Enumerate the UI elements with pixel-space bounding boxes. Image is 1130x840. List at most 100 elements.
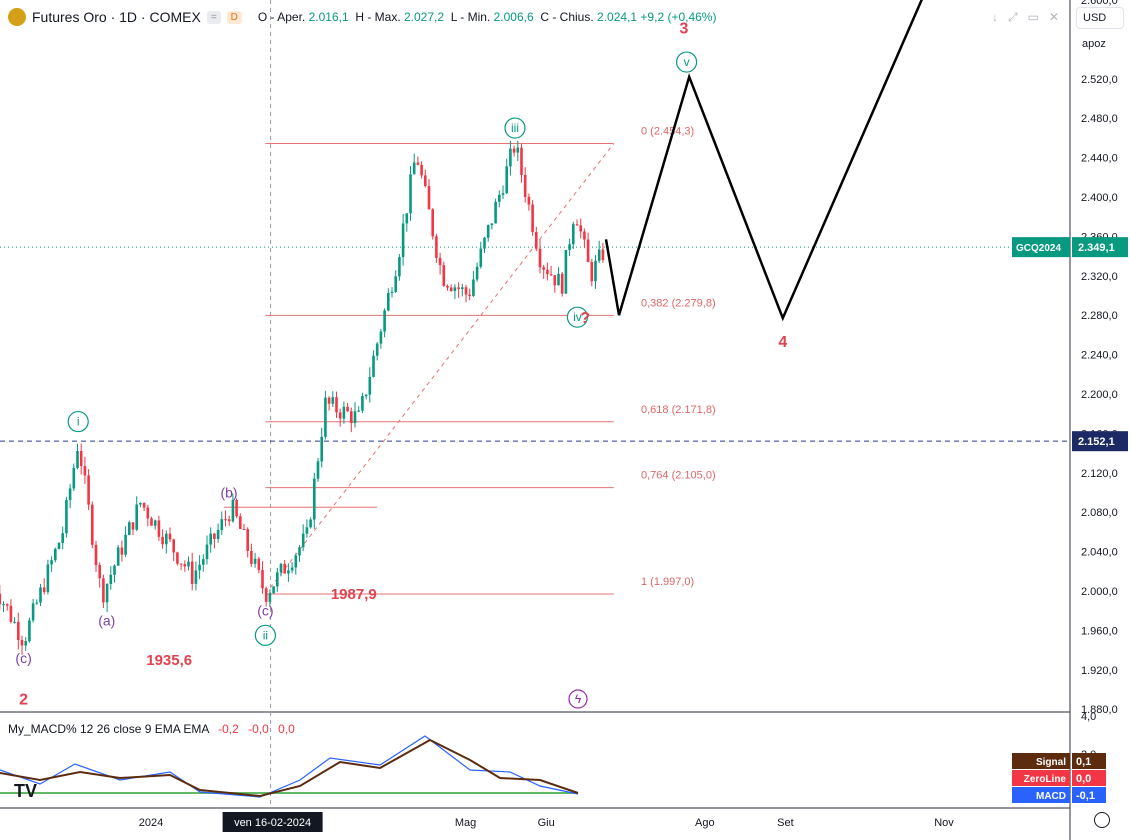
candle-body bbox=[579, 225, 582, 232]
candle-body bbox=[327, 397, 331, 404]
candle-body bbox=[235, 499, 238, 517]
fib-level-label: 0 (2.454,3) bbox=[641, 126, 694, 138]
macd-y-tick: 4,0 bbox=[1081, 711, 1096, 723]
candle-body bbox=[331, 397, 335, 404]
candle-body bbox=[431, 209, 434, 237]
candle-body bbox=[146, 507, 150, 519]
wave-label: iii bbox=[511, 121, 519, 135]
candle-body bbox=[594, 260, 597, 282]
candle-body bbox=[542, 267, 545, 270]
candle-body bbox=[353, 411, 357, 424]
candle-body bbox=[246, 529, 249, 551]
candle-body bbox=[35, 602, 39, 604]
candle-body bbox=[72, 467, 76, 489]
y-tick-label: 2.520,0 bbox=[1081, 74, 1118, 86]
high-value: 2.027,2 bbox=[404, 10, 445, 24]
scale-button[interactable]: apoz bbox=[1076, 33, 1124, 55]
crosshair-date-box bbox=[222, 812, 323, 832]
candle-body bbox=[516, 147, 520, 153]
candle-body bbox=[549, 274, 553, 276]
lightning-icon[interactable] bbox=[568, 689, 588, 709]
x-tick-label: Ago bbox=[695, 817, 715, 829]
x-tick-label: 2024 bbox=[139, 817, 163, 829]
high-label: H - Max. bbox=[355, 10, 401, 24]
currency-label: USD bbox=[1083, 12, 1107, 24]
arrow-down-icon[interactable]: ↓ bbox=[992, 10, 998, 24]
candle-body bbox=[390, 291, 394, 294]
candle-body bbox=[79, 451, 83, 467]
chart-header: Futures Oro · 1D · COMEX = D O - Aper. 2… bbox=[8, 8, 716, 26]
candle-body bbox=[512, 148, 516, 153]
candle-body bbox=[61, 533, 64, 543]
candle-body bbox=[505, 166, 508, 194]
candle-body bbox=[116, 547, 120, 566]
candle-body bbox=[350, 411, 353, 424]
x-tick-label: Nov bbox=[934, 817, 954, 829]
wave-label: i bbox=[77, 415, 80, 429]
candle-body bbox=[290, 567, 294, 571]
open-label: O - Aper. bbox=[257, 10, 306, 24]
candle-body bbox=[39, 587, 42, 603]
candle-body bbox=[316, 461, 320, 479]
candle-body bbox=[131, 522, 135, 530]
scale-label: apoz bbox=[1082, 38, 1106, 50]
level-price-box bbox=[1072, 431, 1128, 452]
candle-body bbox=[20, 639, 24, 646]
signal-line bbox=[0, 738, 579, 798]
candle-body bbox=[91, 504, 94, 545]
candle-body bbox=[483, 237, 486, 249]
crosshair-date-label: ven 16-02-2024 bbox=[234, 817, 311, 829]
candle-body bbox=[527, 196, 531, 205]
macd-legend-box bbox=[1012, 787, 1070, 803]
macd-line bbox=[0, 735, 579, 798]
candle-body bbox=[401, 223, 405, 258]
candle-body bbox=[268, 593, 272, 602]
candle-body bbox=[83, 466, 87, 476]
candle-body bbox=[553, 275, 557, 286]
candle-body bbox=[420, 164, 423, 176]
candle-body bbox=[13, 621, 16, 623]
settings-gear-icon[interactable] bbox=[1094, 812, 1110, 828]
candle-body bbox=[161, 536, 164, 545]
wave-label: 4 bbox=[778, 334, 787, 351]
candle-body bbox=[583, 231, 586, 240]
candle-body bbox=[346, 406, 349, 412]
fib-level-label: 0,382 (2.279,8) bbox=[641, 297, 716, 309]
macd-legend-box bbox=[1012, 770, 1070, 786]
candle-body bbox=[17, 621, 20, 640]
macd-value-3: 0,0 bbox=[278, 722, 295, 736]
candle-body bbox=[383, 310, 386, 332]
candle-body bbox=[372, 355, 375, 377]
candle-body bbox=[242, 528, 246, 530]
maximize-icon[interactable]: ⤢ bbox=[1008, 10, 1018, 24]
restore-icon[interactable]: ▭ bbox=[1027, 10, 1039, 24]
elliott-projection-path bbox=[604, 0, 923, 322]
wave-label: (a) bbox=[98, 613, 115, 629]
candle-body bbox=[298, 547, 301, 556]
symbol-title[interactable]: Futures Oro · 1D · COMEX bbox=[32, 9, 201, 25]
currency-button[interactable]: USD bbox=[1076, 7, 1124, 29]
wave-circle bbox=[675, 51, 698, 73]
close-value: 2.024,1 bbox=[597, 10, 638, 24]
candle-body bbox=[57, 542, 61, 549]
candle-body bbox=[9, 605, 13, 622]
candle-body bbox=[168, 533, 172, 540]
candle-body bbox=[172, 539, 175, 553]
candle-body bbox=[338, 412, 342, 419]
candle-body bbox=[364, 394, 368, 397]
candle-body bbox=[575, 224, 579, 226]
wave-label: (c) bbox=[257, 603, 273, 619]
candle-body bbox=[590, 262, 594, 282]
candle-body bbox=[479, 248, 483, 267]
fib-level-label: 0,618 (2.171,8) bbox=[641, 404, 716, 416]
candle-body bbox=[557, 273, 560, 286]
candle-body bbox=[601, 249, 605, 260]
candle-body bbox=[224, 519, 227, 521]
candle-body bbox=[568, 244, 571, 250]
candle-body bbox=[135, 504, 138, 530]
y-tick-label: 2.000,0 bbox=[1081, 586, 1118, 598]
candle-body bbox=[498, 194, 501, 202]
close-icon[interactable]: ✕ bbox=[1048, 10, 1060, 24]
candle-body bbox=[190, 561, 194, 584]
